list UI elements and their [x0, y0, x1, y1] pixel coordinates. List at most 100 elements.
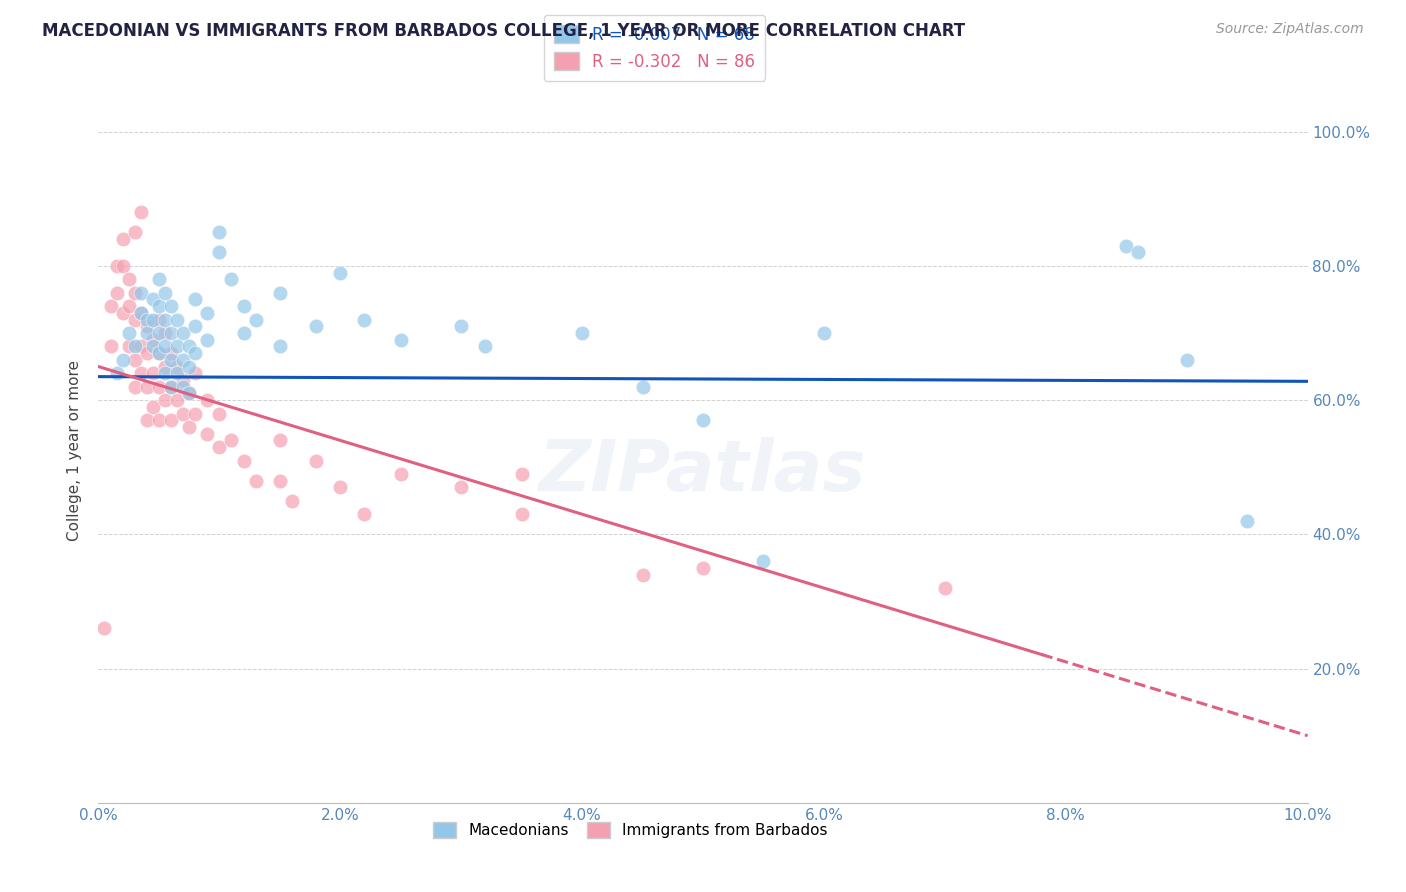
Point [118, 299, 141, 313]
Point [184, 346, 207, 360]
Point [153, 312, 176, 326]
Point [329, 266, 352, 280]
Y-axis label: College, 1 year or more: College, 1 year or more [67, 360, 83, 541]
Point [184, 319, 207, 334]
Point [353, 507, 375, 521]
Point [111, 259, 134, 273]
Point [148, 312, 170, 326]
Point [153, 393, 176, 408]
Point [100, 339, 122, 353]
Point [208, 440, 231, 454]
Point [124, 352, 146, 367]
Point [160, 346, 183, 360]
Point [195, 393, 218, 408]
Point [692, 561, 714, 575]
Point [195, 333, 218, 347]
Point [389, 467, 412, 481]
Point [195, 426, 218, 441]
Point [934, 581, 956, 595]
Point [305, 319, 328, 334]
Point [269, 434, 291, 448]
Point [245, 474, 267, 488]
Point [135, 413, 157, 427]
Point [160, 380, 183, 394]
Point [142, 339, 165, 353]
Point [160, 380, 183, 394]
Point [269, 285, 291, 300]
Point [232, 453, 254, 467]
Point [111, 232, 134, 246]
Point [221, 434, 243, 448]
Point [245, 312, 267, 326]
Point [148, 380, 170, 394]
Point [813, 326, 835, 340]
Point [1175, 352, 1198, 367]
Point [571, 326, 593, 340]
Point [129, 339, 152, 353]
Point [752, 554, 775, 568]
Point [153, 366, 176, 380]
Point [160, 326, 183, 340]
Point [135, 312, 157, 326]
Point [105, 366, 128, 380]
Point [118, 339, 141, 353]
Point [160, 299, 183, 313]
Point [172, 326, 194, 340]
Point [153, 326, 176, 340]
Point [105, 285, 128, 300]
Point [281, 493, 304, 508]
Point [184, 293, 207, 307]
Point [474, 339, 496, 353]
Point [142, 333, 165, 347]
Point [124, 285, 146, 300]
Point [172, 373, 194, 387]
Point [129, 306, 152, 320]
Point [135, 380, 157, 394]
Point [389, 333, 412, 347]
Point [232, 326, 254, 340]
Point [124, 312, 146, 326]
Point [184, 407, 207, 421]
Point [148, 413, 170, 427]
Point [208, 245, 231, 260]
Point [172, 352, 194, 367]
Point [135, 319, 157, 334]
Point [184, 366, 207, 380]
Point [129, 306, 152, 320]
Point [142, 293, 165, 307]
Point [153, 359, 176, 374]
Point [166, 312, 188, 326]
Point [166, 339, 188, 353]
Point [692, 413, 714, 427]
Point [179, 386, 201, 401]
Point [100, 299, 122, 313]
Point [269, 339, 291, 353]
Point [153, 285, 176, 300]
Point [179, 339, 201, 353]
Point [124, 225, 146, 239]
Point [166, 366, 188, 380]
Point [160, 413, 183, 427]
Point [510, 467, 533, 481]
Point [142, 312, 165, 326]
Point [450, 319, 472, 334]
Point [153, 339, 176, 353]
Point [221, 272, 243, 286]
Point [1115, 239, 1137, 253]
Point [148, 299, 170, 313]
Point [269, 474, 291, 488]
Point [179, 359, 201, 374]
Text: ZIPatlas: ZIPatlas [540, 437, 866, 506]
Point [305, 453, 328, 467]
Point [450, 480, 472, 494]
Point [148, 346, 170, 360]
Point [129, 205, 152, 219]
Point [135, 326, 157, 340]
Point [142, 400, 165, 414]
Point [172, 407, 194, 421]
Point [124, 380, 146, 394]
Point [135, 346, 157, 360]
Point [118, 326, 141, 340]
Point [111, 352, 134, 367]
Point [166, 359, 188, 374]
